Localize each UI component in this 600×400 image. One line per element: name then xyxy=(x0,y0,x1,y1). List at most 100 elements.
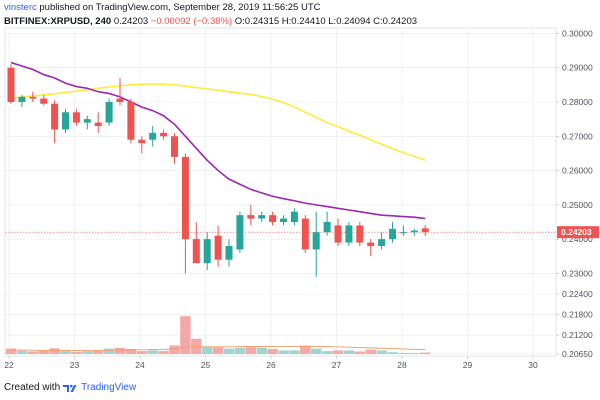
candle-body[interactable] xyxy=(301,218,309,250)
x-tick-label: 23 xyxy=(70,360,80,370)
volume-bar xyxy=(278,350,289,354)
x-tick-label: 29 xyxy=(463,360,473,370)
candle-body[interactable] xyxy=(181,156,189,240)
plot-area[interactable] xyxy=(4,27,557,357)
volume-bar xyxy=(212,347,224,354)
ohlc-values: O:0.24315 H:0.24410 L:0.24094 C:0.24203 xyxy=(234,16,418,27)
candle-body[interactable] xyxy=(236,215,244,250)
volume-bar xyxy=(27,351,38,354)
volume-bar xyxy=(343,350,355,354)
volume-ma-line xyxy=(11,345,426,352)
y-tick-label: 0.21800 xyxy=(562,310,593,320)
candle-body[interactable] xyxy=(29,96,37,99)
volume-bar xyxy=(147,350,158,354)
x-tick-label: 24 xyxy=(135,360,145,370)
candle-body[interactable] xyxy=(192,239,200,264)
volume-bar xyxy=(223,348,235,354)
candle-body[interactable] xyxy=(203,239,211,264)
candle-body[interactable] xyxy=(356,225,364,243)
candle-body[interactable] xyxy=(345,225,353,243)
volume-bar xyxy=(180,316,191,354)
candle-body[interactable] xyxy=(7,67,15,102)
candle-body[interactable] xyxy=(378,239,386,246)
volume-bar xyxy=(16,350,28,354)
candle-body[interactable] xyxy=(138,139,146,144)
volume-bar xyxy=(387,352,398,354)
volume-bar xyxy=(93,350,104,354)
volume-bar xyxy=(234,347,246,354)
candle-body[interactable] xyxy=(334,225,342,243)
volume-bar xyxy=(289,350,300,354)
candle-body[interactable] xyxy=(421,228,429,233)
volume-bar xyxy=(103,348,115,354)
y-tick-label: 0.29000 xyxy=(562,63,593,73)
last-price: 0.24203 xyxy=(113,16,149,27)
symbol-line: BITFINEX:XRPUSD, 240 0.24203 −0.00092 (−… xyxy=(4,16,417,27)
candle-body[interactable] xyxy=(83,119,91,123)
candle-body[interactable] xyxy=(290,211,298,222)
publication-line: vinsterc published on TradingView.com, S… xyxy=(4,2,321,13)
volume-bar xyxy=(409,352,420,354)
candle-body[interactable] xyxy=(149,132,157,140)
y-tick-label: 0.28000 xyxy=(562,97,593,107)
candle-body[interactable] xyxy=(105,102,113,123)
y-tick-label: 0.22400 xyxy=(562,289,593,299)
volume-bar xyxy=(256,347,267,354)
volume-bar xyxy=(38,350,49,354)
candle-body[interactable] xyxy=(280,218,287,222)
candle-body[interactable] xyxy=(269,215,277,222)
candle-body[interactable] xyxy=(225,246,233,260)
candle-body[interactable] xyxy=(94,122,102,126)
created-with-text: Created with xyxy=(4,382,61,393)
last-price-tag xyxy=(557,226,599,239)
volume-bar xyxy=(321,351,333,354)
candle-body[interactable] xyxy=(389,228,396,240)
volume-bar xyxy=(136,351,147,354)
candle-body[interactable] xyxy=(399,232,407,234)
volume-bar xyxy=(82,351,93,354)
candle-body[interactable] xyxy=(40,98,48,104)
volume-bar xyxy=(60,351,71,354)
candle-body[interactable] xyxy=(323,222,331,233)
published-text: published on TradingView.com, September … xyxy=(39,2,321,13)
tradingview-brand-link[interactable]: TradingView xyxy=(81,382,137,393)
price-change: −0.00092 (−0.38%) xyxy=(150,16,233,27)
candle-body[interactable] xyxy=(116,98,124,102)
candle-body[interactable] xyxy=(214,235,222,260)
volume-bar xyxy=(365,349,376,354)
volume-bar xyxy=(267,348,278,354)
candle-body[interactable] xyxy=(312,232,320,250)
volume-bar xyxy=(354,351,365,354)
volume-bar xyxy=(398,352,409,354)
candle-body[interactable] xyxy=(160,132,168,137)
y-tick-label: 0.27000 xyxy=(562,131,593,141)
volume-bar xyxy=(332,350,344,354)
y-tick-label: 0.30000 xyxy=(562,28,593,38)
candle-body[interactable] xyxy=(247,215,255,219)
volume-bar xyxy=(125,348,137,354)
candle-body[interactable] xyxy=(171,136,178,157)
candle-body[interactable] xyxy=(18,96,26,102)
volume-bar xyxy=(114,347,126,354)
volume-bar xyxy=(169,345,180,354)
y-tick-label: 0.26000 xyxy=(562,166,593,176)
x-tick-label: 30 xyxy=(528,360,538,370)
candle-body[interactable] xyxy=(410,230,418,233)
author-link[interactable]: vinsterc xyxy=(4,2,37,13)
y-tick-label: 0.20650 xyxy=(562,349,593,359)
ma-fast-line xyxy=(10,61,426,220)
symbol-label: BITFINEX:XRPUSD, 240 xyxy=(4,16,112,27)
tradingview-logo-icon xyxy=(63,384,77,392)
candle-body[interactable] xyxy=(367,242,375,246)
candle-body[interactable] xyxy=(72,112,80,123)
candle-body[interactable] xyxy=(62,112,69,130)
x-tick-label: 28 xyxy=(397,360,407,370)
x-tick-label: 26 xyxy=(266,360,276,370)
candle-body[interactable] xyxy=(258,215,266,219)
last-price-tag-label: 0.24203 xyxy=(561,227,592,237)
candle-body[interactable] xyxy=(127,102,135,140)
y-tick-label: 0.24000 xyxy=(562,234,593,244)
footer: Created with TradingView xyxy=(4,382,136,393)
candle-body[interactable] xyxy=(51,103,59,130)
